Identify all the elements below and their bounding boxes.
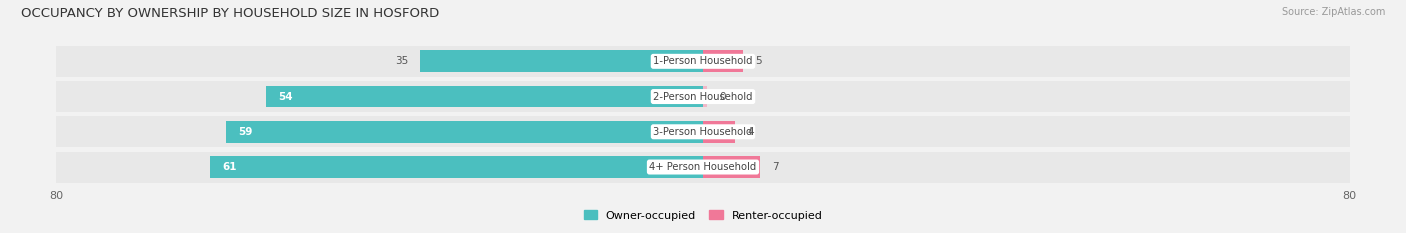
Text: 4+ Person Household: 4+ Person Household: [650, 162, 756, 172]
Text: 0: 0: [720, 92, 725, 102]
Bar: [703, 86, 707, 107]
Bar: [703, 156, 759, 178]
Text: 35: 35: [395, 56, 408, 66]
Bar: [703, 50, 744, 72]
Bar: [420, 50, 703, 72]
Text: 54: 54: [278, 92, 294, 102]
Bar: [56, 116, 1350, 147]
Text: 2-Person Household: 2-Person Household: [654, 92, 752, 102]
Text: 59: 59: [238, 127, 253, 137]
Bar: [56, 151, 1350, 182]
Bar: [267, 86, 703, 107]
Bar: [56, 81, 1350, 112]
Text: Source: ZipAtlas.com: Source: ZipAtlas.com: [1281, 7, 1385, 17]
Legend: Owner-occupied, Renter-occupied: Owner-occupied, Renter-occupied: [579, 206, 827, 225]
Bar: [226, 121, 703, 143]
Bar: [703, 121, 735, 143]
Text: 4: 4: [748, 127, 754, 137]
Text: 3-Person Household: 3-Person Household: [654, 127, 752, 137]
Bar: [56, 46, 1350, 77]
Text: 61: 61: [222, 162, 236, 172]
Text: 5: 5: [755, 56, 762, 66]
Bar: [209, 156, 703, 178]
Text: OCCUPANCY BY OWNERSHIP BY HOUSEHOLD SIZE IN HOSFORD: OCCUPANCY BY OWNERSHIP BY HOUSEHOLD SIZE…: [21, 7, 439, 20]
Text: 7: 7: [772, 162, 779, 172]
Text: 1-Person Household: 1-Person Household: [654, 56, 752, 66]
